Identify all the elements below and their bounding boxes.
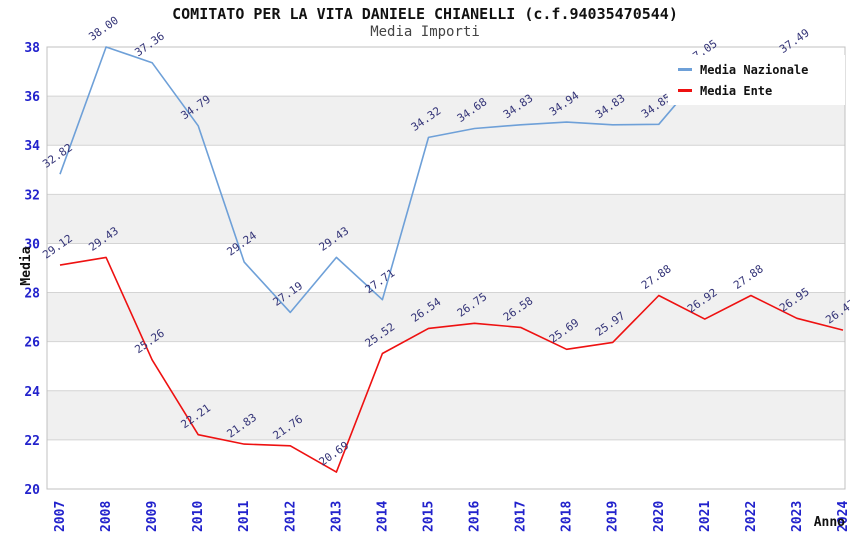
y-tick-label: 28 <box>24 287 40 302</box>
x-tick-label: 2022 <box>744 501 759 532</box>
y-tick-label: 36 <box>24 90 40 105</box>
plot-band <box>47 292 845 342</box>
y-tick-label: 34 <box>24 139 40 154</box>
x-tick-label: 2015 <box>422 501 437 532</box>
y-tick-label: 20 <box>24 483 40 498</box>
legend-label-ente: Media Ente <box>700 83 773 98</box>
y-tick-label: 26 <box>24 336 40 351</box>
x-tick-label: 2012 <box>283 501 298 532</box>
y-tick-label: 30 <box>24 237 40 252</box>
chart-title: COMITATO PER LA VITA DANIELE CHIANELLI (… <box>172 5 678 23</box>
x-tick-label: 2014 <box>375 501 390 532</box>
x-tick-label: 2010 <box>191 501 206 532</box>
x-tick-label: 2007 <box>53 501 68 532</box>
x-tick-label: 2008 <box>99 501 114 532</box>
data-label: 38.00 <box>86 14 121 44</box>
legend-swatch-ente-icon <box>678 89 692 92</box>
y-tick-label: 32 <box>24 188 40 203</box>
data-label: 37.49 <box>777 26 812 56</box>
data-label: 27.71 <box>363 267 398 297</box>
x-axis-title: Anno <box>814 515 845 530</box>
legend-item-media-nazionale: Media Nazionale <box>668 63 845 77</box>
data-label: 27.88 <box>639 262 674 292</box>
plot-band <box>47 194 845 244</box>
data-label: 37.36 <box>132 30 167 60</box>
plot-band <box>47 390 845 440</box>
x-tick-label: 2017 <box>514 501 529 532</box>
series-line-ente <box>59 256 844 473</box>
y-tick-label: 24 <box>24 385 40 400</box>
x-tick-label: 2009 <box>145 501 160 532</box>
x-tick-label: 2020 <box>652 501 667 532</box>
x-tick-label: 2013 <box>329 501 344 532</box>
x-tick-label: 2021 <box>698 501 713 532</box>
plot-border <box>46 46 846 490</box>
data-label: 27.88 <box>731 262 766 292</box>
x-tick-label: 2024 <box>836 501 850 532</box>
legend: Media Nazionale Media Ente <box>668 55 845 105</box>
chart-subtitle: Media Importi <box>370 24 480 40</box>
y-axis-title: Media <box>19 246 34 285</box>
legend-swatch-nazionale-icon <box>678 68 692 71</box>
x-tick-label: 2023 <box>790 501 805 532</box>
legend-item-media-ente: Media Ente <box>668 84 845 98</box>
y-tick-label: 38 <box>24 41 40 56</box>
x-tick-label: 2011 <box>237 501 252 532</box>
y-tick-label: 22 <box>24 434 40 449</box>
legend-label-nazionale: Media Nazionale <box>700 62 809 77</box>
x-tick-label: 2019 <box>606 501 621 532</box>
x-tick-label: 2016 <box>468 501 483 532</box>
data-label: 20.69 <box>317 439 352 469</box>
x-tick-label: 2018 <box>560 501 575 532</box>
